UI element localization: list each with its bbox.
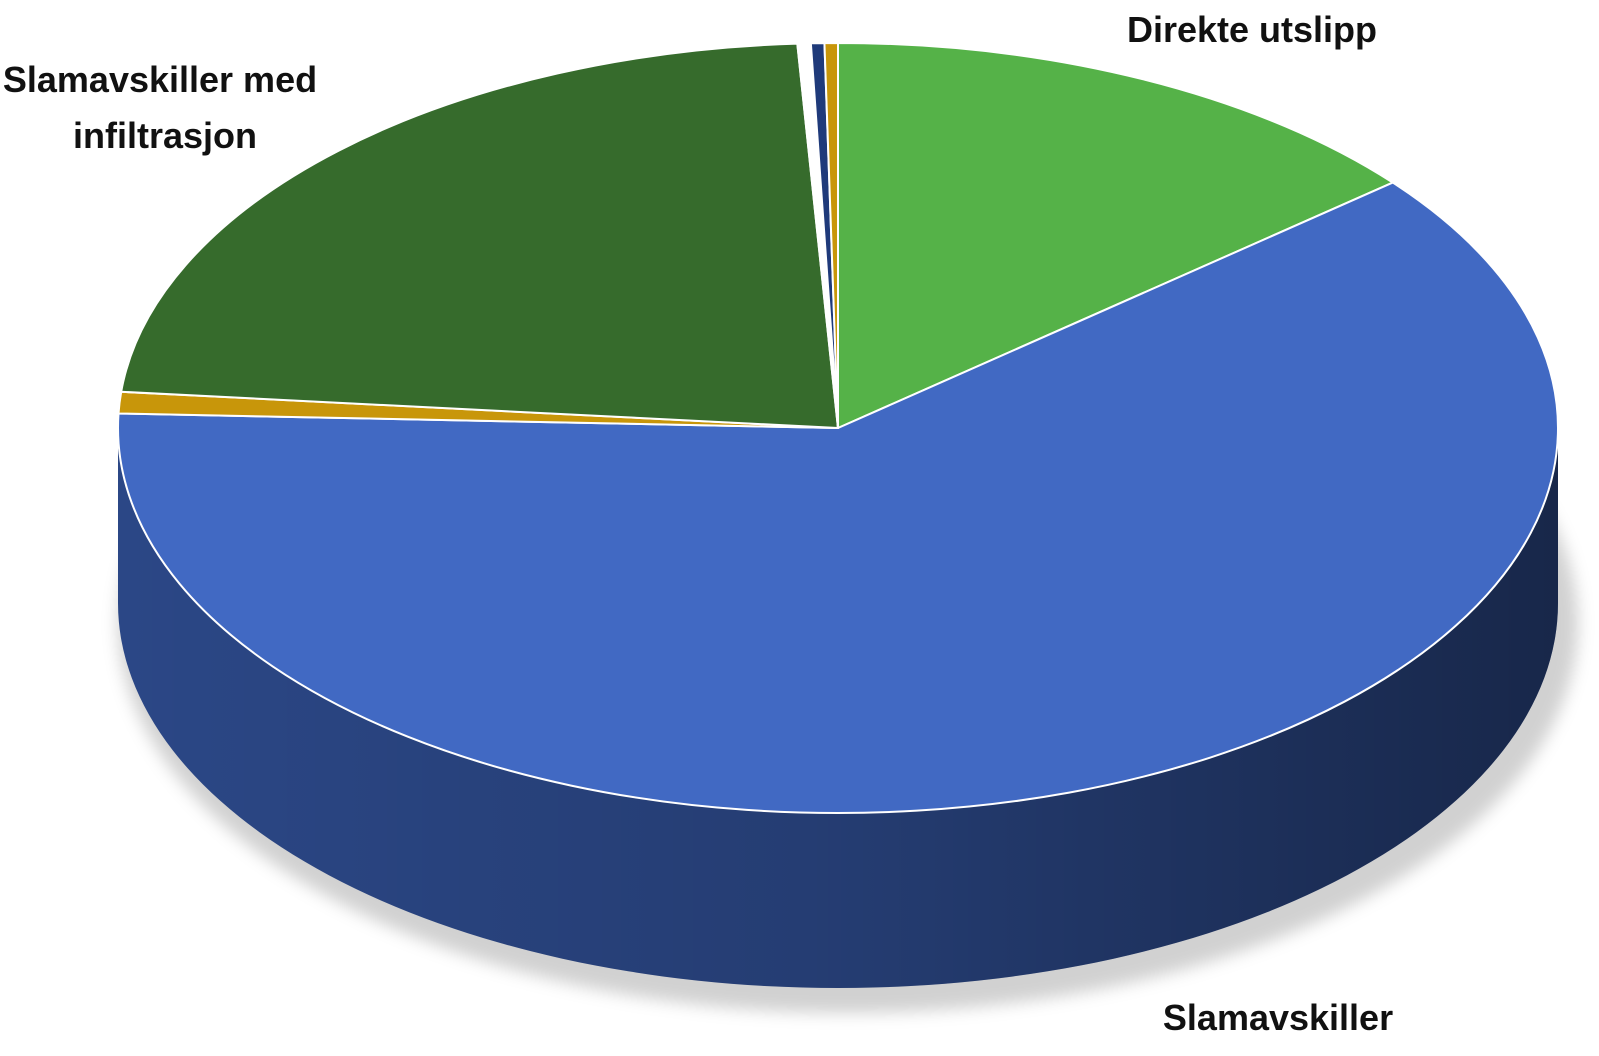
pie-slice-1 — [117, 181, 1559, 814]
pie-slice-3 — [120, 42, 839, 429]
pie-sides — [118, 428, 1558, 988]
label-slamavskiller: Slamavskiller — [1163, 997, 1393, 1038]
pie-slice-0 — [837, 42, 1394, 429]
pie-labels: Direkte utslipp Slamavskiller Slamavskil… — [3, 9, 1393, 1038]
label-slamavskiller-med-infiltrasjon: Slamavskiller med infiltrasjon — [3, 59, 327, 156]
pie-slice-6 — [823, 42, 839, 429]
label-direkte-utslipp: Direkte utslipp — [1127, 9, 1377, 50]
pie-slice-side-shade-1 — [118, 428, 1558, 988]
pie-top — [117, 42, 1559, 814]
